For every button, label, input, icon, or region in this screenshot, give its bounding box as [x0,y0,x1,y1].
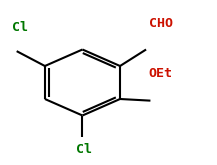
Text: OEt: OEt [149,67,173,80]
Text: CHO: CHO [149,17,173,30]
Text: Cl: Cl [12,21,28,34]
Text: Cl: Cl [76,143,92,156]
